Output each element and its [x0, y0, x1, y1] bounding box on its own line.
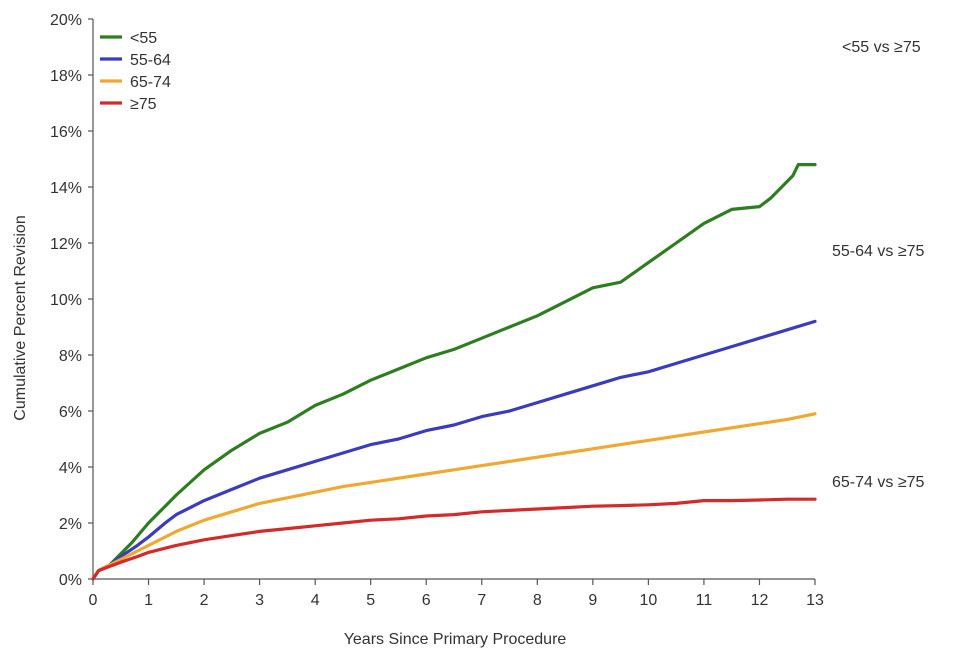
annotation-55-64-vs-ge75: 55-64 vs ≥75 — [832, 243, 924, 260]
legend-label: 65-74 — [130, 74, 171, 91]
x-tick-label: 9 — [588, 592, 597, 609]
y-tick-label: 8% — [59, 348, 82, 365]
series-lines — [91, 163, 817, 581]
legend: <55 55-64 65-74 ≥75 — [100, 30, 171, 113]
y-tick-label: 18% — [50, 68, 82, 85]
x-tick-label: 6 — [422, 592, 431, 609]
x-tick-label: 13 — [806, 592, 824, 609]
y-tick-label: 20% — [50, 12, 82, 29]
y-tick-label: 14% — [50, 180, 82, 197]
x-tick-label: 3 — [255, 592, 264, 609]
series-line-0 — [91, 163, 817, 581]
y-tick-label: 12% — [50, 236, 82, 253]
x-tick-label: 5 — [366, 592, 375, 609]
x-tick-label: 0 — [89, 592, 98, 609]
y-tick-label: 4% — [59, 460, 82, 477]
y-tick-label: 16% — [50, 124, 82, 141]
y-tick-label: 10% — [50, 292, 82, 309]
x-tick-label: 7 — [477, 592, 486, 609]
y-axis-title: Cumulative Percent Revision — [12, 215, 29, 420]
x-tick-label: 11 — [696, 592, 713, 609]
legend-label: ≥75 — [130, 96, 157, 113]
x-tick-label: 12 — [751, 592, 769, 609]
y-axis-ticks: 0% 2% 4% 6% 8% 10% 12% 14% 16% 18% 20% — [50, 12, 93, 589]
legend-label: 55-64 — [130, 52, 171, 69]
y-tick-label: 0% — [59, 572, 82, 589]
series-line-1 — [91, 319, 817, 581]
series-line-2 — [91, 412, 817, 581]
x-tick-label: 4 — [311, 592, 320, 609]
annotation-65-74-vs-ge75: 65-74 vs ≥75 — [832, 474, 924, 491]
x-tick-label: 1 — [144, 592, 153, 609]
x-tick-label: 10 — [639, 592, 657, 609]
x-axis-ticks: 0 1 2 3 4 5 6 7 8 9 10 11 12 13 — [89, 579, 824, 609]
legend-label: <55 — [130, 30, 157, 47]
series-line-3 — [91, 497, 817, 581]
x-tick-label: 2 — [200, 592, 209, 609]
y-tick-label: 6% — [59, 404, 82, 421]
annotation-lt55-vs-ge75: <55 vs ≥75 — [842, 39, 921, 56]
x-axis-title: Years Since Primary Procedure — [344, 631, 567, 648]
y-tick-label: 2% — [59, 516, 82, 533]
x-tick-label: 8 — [533, 592, 542, 609]
